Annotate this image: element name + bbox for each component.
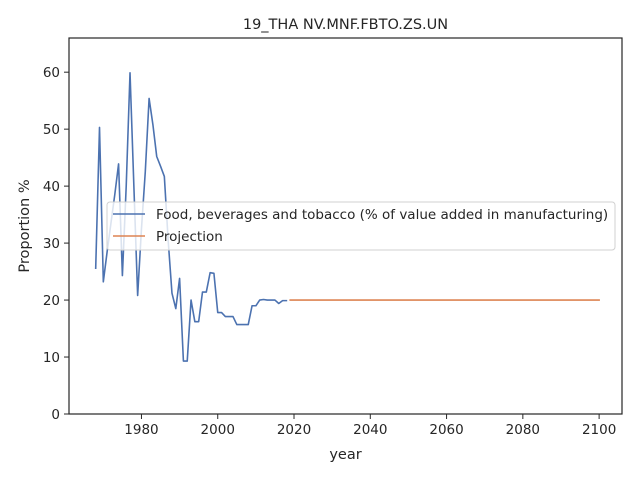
y-tick-label: 0	[51, 407, 60, 423]
series-line-food-beverages-tobacco	[94, 71, 288, 362]
plot-frame	[68, 37, 623, 415]
x-axis-label: year	[329, 447, 361, 463]
x-tick-label: 2080	[506, 422, 540, 438]
y-tick-label: 30	[43, 236, 60, 252]
legend-box	[106, 201, 616, 251]
x-axis: 1980 2000 2020 2040 2060 2080 2100	[124, 414, 616, 438]
legend: Food, beverages and tobacco (% of value …	[106, 201, 616, 251]
y-axis: 0 10 20 30 40 50 60	[43, 65, 69, 423]
x-tick-label: 2000	[201, 422, 235, 438]
y-tick-label: 50	[43, 122, 60, 138]
legend-label-projection: Projection	[156, 229, 223, 245]
y-axis-label: Proportion %	[17, 179, 33, 272]
x-tick-label: 2060	[429, 422, 463, 438]
y-tick-label: 60	[43, 65, 60, 81]
x-tick-label: 1980	[124, 422, 158, 438]
x-tick-label: 2040	[353, 422, 387, 438]
chart-title: 19_THA NV.MNF.FBTO.ZS.UN	[243, 17, 448, 33]
y-tick-label: 10	[43, 350, 60, 366]
legend-label-food-beverages-tobacco: Food, beverages and tobacco (% of value …	[156, 207, 608, 223]
plot-area	[94, 71, 600, 362]
x-tick-label: 2020	[277, 422, 311, 438]
y-tick-label: 40	[43, 179, 60, 195]
x-tick-label: 2100	[582, 422, 616, 438]
y-tick-label: 20	[43, 293, 60, 309]
